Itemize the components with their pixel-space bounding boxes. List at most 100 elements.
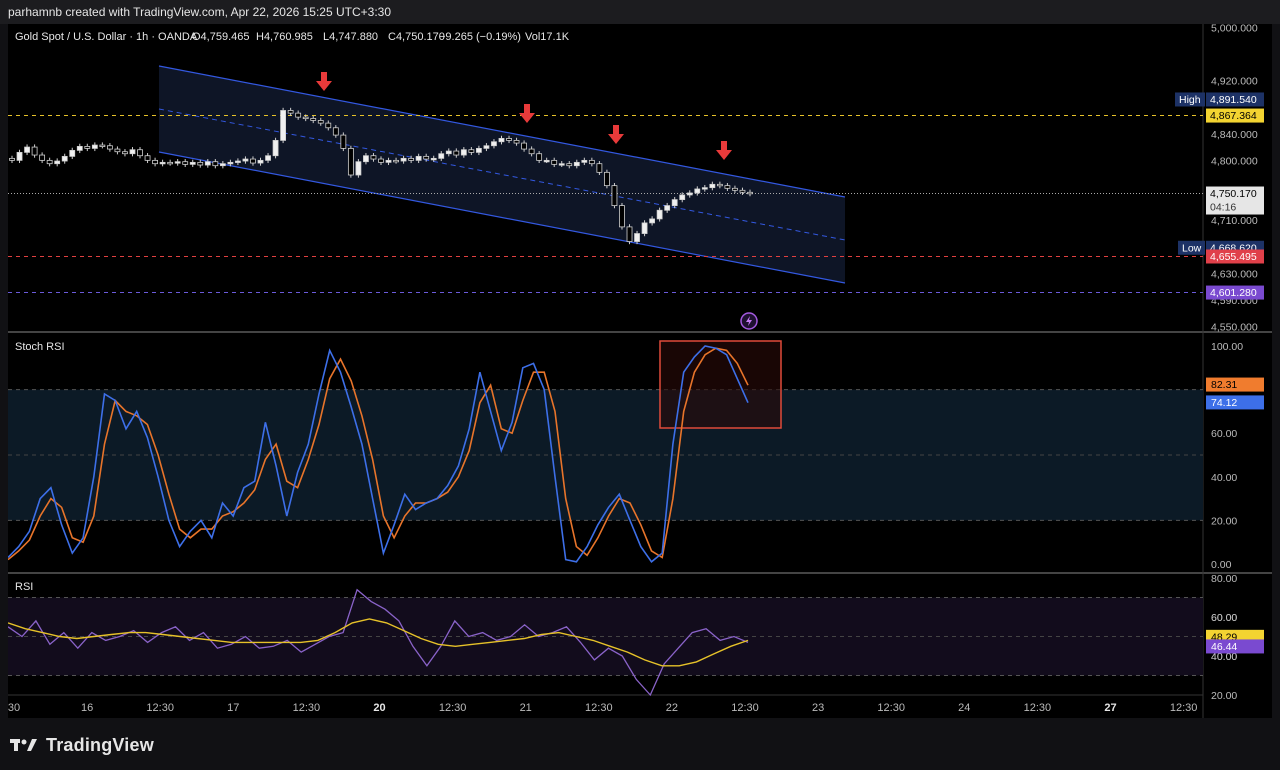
arrow-down-icon[interactable] bbox=[608, 125, 624, 144]
time-tick-label: 16 bbox=[81, 702, 93, 714]
candle-body bbox=[604, 171, 610, 187]
price-tick-label: 5,000.000 bbox=[1211, 24, 1258, 34]
high-value: 4,891.540 bbox=[1210, 94, 1257, 106]
candle-body bbox=[611, 185, 618, 207]
candle-body bbox=[152, 159, 158, 165]
candle-body bbox=[468, 149, 475, 153]
level-yellow-badge-group: 4,867.364 bbox=[1206, 108, 1264, 123]
channel-fill bbox=[159, 66, 845, 283]
candle-body bbox=[69, 149, 76, 157]
candle-body bbox=[649, 218, 656, 224]
candle-body bbox=[671, 199, 678, 207]
stoch-d-value: 82.31 bbox=[1211, 379, 1237, 391]
candle-body bbox=[355, 161, 362, 176]
candle-body bbox=[536, 153, 543, 161]
candle-body bbox=[566, 163, 573, 167]
channel-lower-line[interactable] bbox=[158, 151, 846, 284]
candle-body bbox=[596, 163, 603, 173]
candle-body bbox=[227, 161, 234, 165]
candle-body bbox=[423, 155, 430, 160]
candle-body bbox=[54, 160, 61, 165]
price-tick-label: 4,840.000 bbox=[1211, 129, 1258, 141]
candle-body bbox=[445, 150, 452, 155]
stoch-d-line[interactable] bbox=[7, 347, 749, 561]
candle-body bbox=[664, 205, 671, 211]
legend-close: C4,750.170 bbox=[388, 31, 445, 43]
channel-upper-line[interactable] bbox=[158, 65, 846, 198]
time-tick-label: 12:30 bbox=[585, 702, 613, 714]
legend-volume: Vol17.1K bbox=[525, 31, 570, 43]
candle-body bbox=[543, 159, 550, 163]
low-tag-label: Low bbox=[1182, 242, 1202, 254]
candle-body bbox=[310, 118, 317, 121]
price-axis[interactable]: 5,000.000 4,920.000 4,840.000 4,800.000 4,71… bbox=[1211, 22, 1258, 334]
stoch-k-badge bbox=[1206, 395, 1264, 410]
high-tag-label: High bbox=[1179, 94, 1201, 106]
stoch-axis[interactable]: 100.00 60.00 40.00 20.00 0.00 bbox=[1211, 341, 1243, 571]
candle-body bbox=[709, 183, 716, 189]
candle-body bbox=[16, 151, 23, 161]
time-tick-label: 12:30 bbox=[1024, 702, 1052, 714]
stoch-k-line[interactable] bbox=[7, 345, 749, 563]
level-purple-badge-group: 4,601.280 bbox=[1206, 285, 1264, 300]
candle-body bbox=[167, 161, 174, 165]
rsi-line[interactable] bbox=[7, 588, 749, 697]
arrow-annotations[interactable] bbox=[316, 72, 732, 160]
time-axis[interactable]: 30 16 12:30 17 12:30 20 12:30 21 12:30 22 12:30 23 1… bbox=[8, 702, 1197, 714]
legend-low: L4,747.880 bbox=[323, 31, 378, 43]
candle-body bbox=[235, 160, 241, 163]
last-price-value: 4,750.170 bbox=[1210, 188, 1257, 200]
candle-body bbox=[317, 120, 324, 124]
rsi-ma-line[interactable] bbox=[7, 618, 749, 667]
lightning-icon[interactable] bbox=[740, 312, 758, 330]
candle-body bbox=[732, 187, 738, 191]
candle-body bbox=[694, 188, 701, 194]
stoch-tick-label: 40.00 bbox=[1211, 472, 1237, 484]
candle-body bbox=[747, 191, 753, 195]
price-tick-label: 4,550.000 bbox=[1211, 322, 1258, 334]
candle-body bbox=[46, 159, 53, 165]
candle-body bbox=[302, 116, 309, 120]
highlight-box[interactable] bbox=[659, 340, 782, 429]
candle-body bbox=[24, 146, 30, 153]
time-tick-label: 17 bbox=[227, 702, 239, 714]
price-tick-label: 4,920.000 bbox=[1211, 76, 1258, 88]
stoch-tick-label: 100.00 bbox=[1211, 341, 1243, 353]
candle-body bbox=[634, 233, 640, 242]
brand[interactable]: TradingView bbox=[10, 734, 154, 756]
level-yellow-value: 4,867.364 bbox=[1210, 110, 1257, 122]
rsi-value-badge bbox=[1206, 639, 1264, 654]
rsi-tick-label: 40.00 bbox=[1211, 651, 1237, 663]
candle-body bbox=[506, 138, 512, 141]
candle-body bbox=[182, 161, 189, 165]
legend-change: −9.265 (−0.19%) bbox=[439, 31, 521, 43]
high-label-group: High 4,891.540 bbox=[1175, 92, 1264, 107]
chart-svg[interactable]: Gold Spot / U.S. Dollar · 1h · OANDA O4,… bbox=[7, 22, 1272, 718]
arrow-down-icon[interactable] bbox=[716, 141, 732, 160]
candle-body bbox=[61, 155, 68, 162]
arrow-down-icon[interactable] bbox=[519, 104, 535, 123]
candle-body bbox=[460, 149, 467, 156]
arrow-down-icon[interactable] bbox=[316, 72, 332, 91]
candle-body bbox=[265, 155, 271, 161]
chart-area[interactable]: Gold Spot / U.S. Dollar · 1h · OANDA O4,… bbox=[7, 22, 1272, 718]
rsi-tick-label: 20.00 bbox=[1211, 690, 1237, 702]
candle-body bbox=[340, 134, 347, 149]
level-red-value: 4,655.495 bbox=[1210, 251, 1257, 263]
level-red-badge bbox=[1206, 249, 1264, 264]
candle-body bbox=[656, 209, 663, 220]
candle-body bbox=[400, 157, 407, 162]
rsi-axis[interactable]: 80.00 60.00 40.00 20.00 bbox=[1211, 573, 1237, 702]
candle-body bbox=[385, 159, 392, 163]
candle-body bbox=[513, 140, 520, 144]
level-purple-value: 4,601.280 bbox=[1210, 287, 1257, 299]
candle-body bbox=[641, 222, 648, 234]
candle-body bbox=[415, 155, 422, 161]
candle-body bbox=[137, 149, 143, 157]
brand-name: TradingView bbox=[46, 734, 154, 755]
candle-body bbox=[272, 140, 279, 157]
footer bbox=[0, 718, 1280, 770]
candles-group[interactable] bbox=[9, 107, 753, 245]
candle-body bbox=[144, 155, 151, 161]
candle-body bbox=[679, 194, 686, 201]
